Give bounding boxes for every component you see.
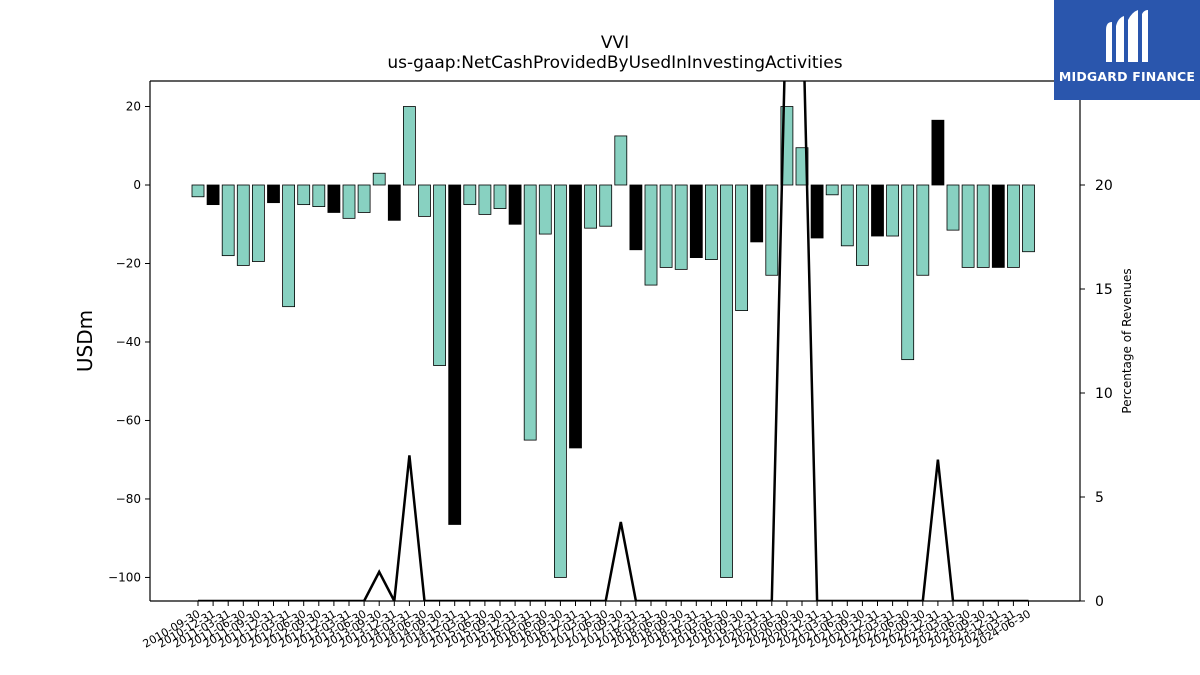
y-tick-label: 20 <box>126 100 141 114</box>
line-layer <box>198 81 1029 601</box>
y-axis-label: USDm <box>73 310 97 372</box>
y-tick-label: −60 <box>116 413 141 427</box>
bar-2014-03-31 <box>402 106 416 186</box>
bar-2016-12-31 <box>569 184 582 449</box>
bar-2019-12-31 <box>750 184 764 243</box>
bar-2022-12-31 <box>931 119 945 186</box>
bar-2021-06-30 <box>840 184 854 247</box>
y-tick-label: −100 <box>108 570 141 584</box>
bar-2010-12-31 <box>206 184 220 206</box>
bar-2019-03-31 <box>705 184 718 260</box>
bar-2021-03-31 <box>825 184 839 196</box>
bar-2017-12-31 <box>629 184 643 251</box>
bar-2013-03-31 <box>342 184 356 219</box>
bar-2015-03-31 <box>463 184 477 206</box>
bar-2012-06-30 <box>297 184 311 206</box>
bar-2012-03-31 <box>282 184 296 308</box>
bar-2018-09-30 <box>674 184 688 270</box>
bar-2022-09-30 <box>916 184 930 276</box>
bar-2012-12-31 <box>327 184 341 213</box>
bar-2018-06-30 <box>659 184 673 268</box>
bar-2012-09-30 <box>312 184 326 207</box>
bar-2014-06-30 <box>418 184 431 217</box>
bar-2017-06-30 <box>599 184 613 227</box>
bar-2016-09-30 <box>554 184 567 578</box>
bar-2016-06-30 <box>538 184 552 235</box>
percentage-of-revenues-line <box>198 81 1029 601</box>
bar-2011-12-31 <box>267 184 280 204</box>
bar-2021-09-30 <box>856 184 869 266</box>
y-tick-label: −40 <box>116 335 141 349</box>
y2-tick-label: 15 <box>1095 282 1113 298</box>
bar-2017-03-31 <box>584 184 597 229</box>
y2-tick-label: 10 <box>1095 386 1113 402</box>
bar-2022-06-30 <box>901 184 915 361</box>
bar-2019-09-30 <box>735 184 748 311</box>
bar-2023-12-31 <box>991 184 1005 268</box>
bar-2013-09-30 <box>372 172 386 186</box>
bar-2018-12-31 <box>689 184 703 259</box>
bar-2013-06-30 <box>357 184 371 213</box>
y2-tick-label: 5 <box>1095 490 1104 506</box>
bar-2018-03-31 <box>644 184 658 286</box>
y-tick-label: −80 <box>116 492 141 506</box>
bar-2013-12-31 <box>387 184 401 221</box>
y-tick-label: −20 <box>116 256 141 270</box>
y2-tick-label: 0 <box>1095 594 1104 610</box>
bar-2019-06-30 <box>720 184 733 578</box>
bar-2023-09-30 <box>976 184 990 268</box>
chart-title: VVI <box>601 33 629 53</box>
y2-axis-label: Percentage of Revenues <box>1120 268 1134 413</box>
bar-2011-09-30 <box>251 184 265 262</box>
bar-2015-12-31 <box>508 184 522 225</box>
logo-mark-icon <box>1106 10 1148 62</box>
bar-2017-09-30 <box>614 135 628 186</box>
bars-layer <box>191 106 1035 578</box>
bar-2020-03-31 <box>765 184 779 276</box>
bar-2011-06-30 <box>236 184 250 266</box>
bar-2024-03-31 <box>1007 184 1020 268</box>
bar-2015-09-30 <box>493 184 507 209</box>
bar-2023-03-31 <box>946 184 960 231</box>
bar-2023-06-30 <box>961 184 975 268</box>
bar-2011-03-31 <box>221 184 235 257</box>
bar-2022-03-31 <box>886 184 899 237</box>
bar-2014-09-30 <box>433 184 447 366</box>
y-tick-label: 0 <box>133 178 141 192</box>
logo-text: MIDGARD FINANCE <box>1058 69 1196 84</box>
y2-tick-label: 20 <box>1095 178 1113 194</box>
bar-2010-09-30 <box>191 184 205 198</box>
axes-layer: −100−80−60−40−2002005101520252010-09-302… <box>108 74 1113 651</box>
bar-2024-06-30 <box>1022 184 1035 253</box>
midgard-finance-logo: MIDGARD FINANCE <box>1054 0 1200 100</box>
bar-2016-03-31 <box>523 184 537 441</box>
bar-2020-12-31 <box>810 184 824 239</box>
bar-2015-06-30 <box>478 184 492 215</box>
bar-2021-12-31 <box>871 184 884 237</box>
bar-2014-12-31 <box>448 184 462 525</box>
chart-subtitle: us-gaap:NetCashProvidedByUsedInInvesting… <box>387 53 842 73</box>
bar-2020-09-30 <box>795 147 809 186</box>
